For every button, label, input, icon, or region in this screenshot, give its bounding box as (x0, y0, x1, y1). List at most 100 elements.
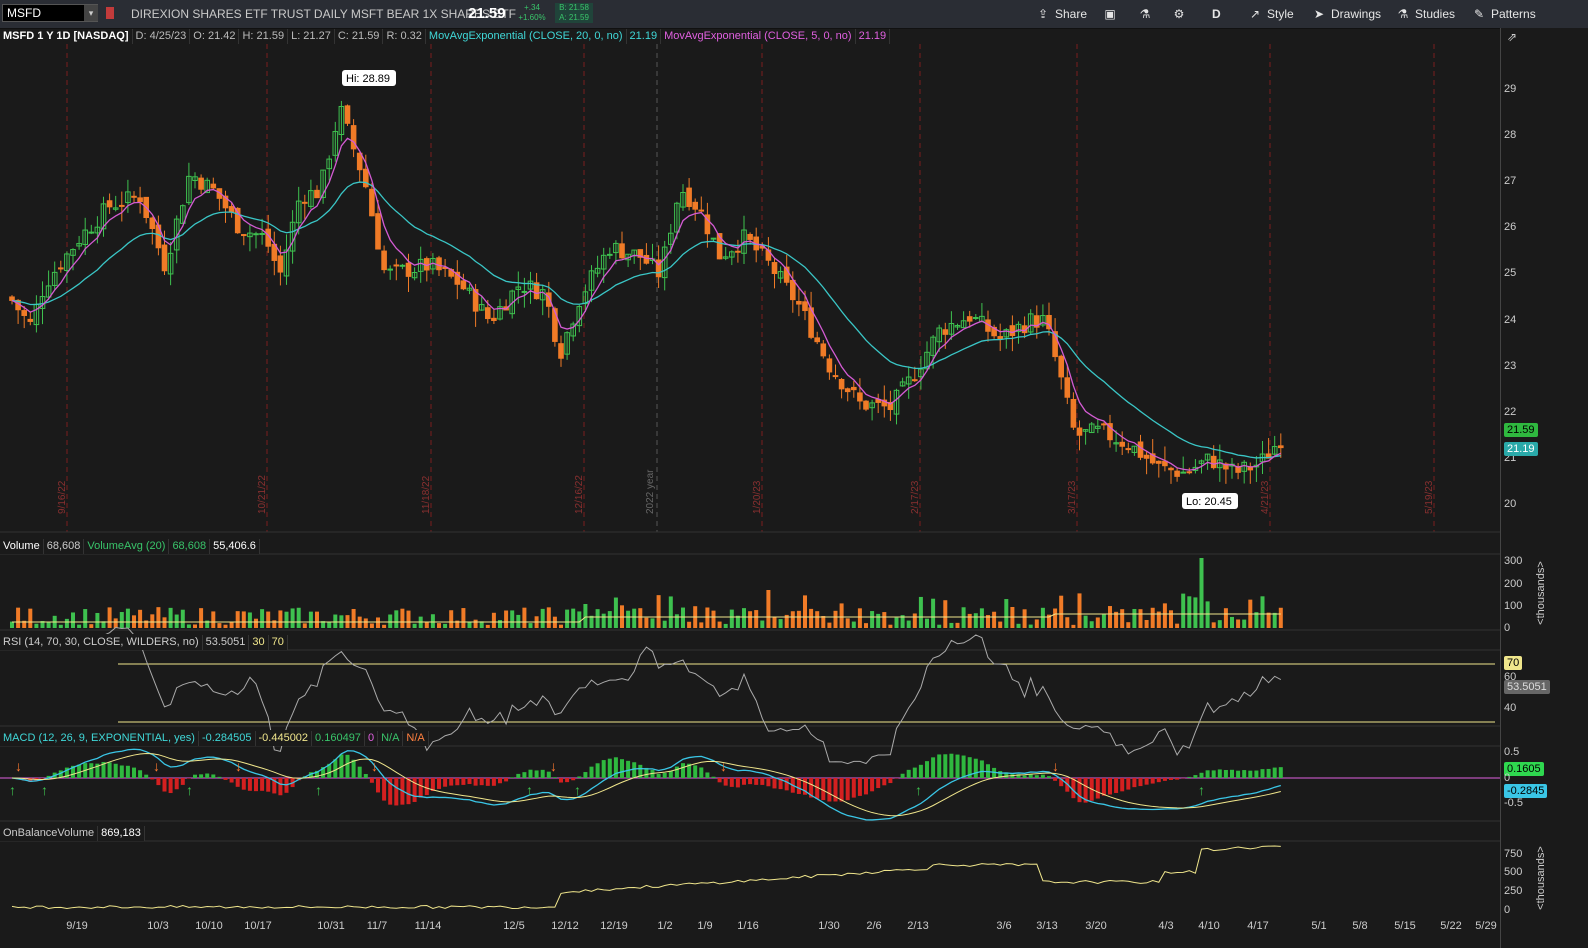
candle-body (613, 242, 619, 254)
ema5-label[interactable]: MovAvgExponential (CLOSE, 5, 0, no) (661, 28, 856, 44)
volume-bar (64, 618, 69, 628)
volume-bar (784, 614, 789, 628)
instrument-name: DIREXION SHARES ETF TRUST DAILY MSFT BEA… (131, 7, 516, 21)
volume-bar (430, 614, 435, 628)
obv-label[interactable]: OnBalanceVolume (0, 825, 99, 841)
candle-body (1278, 445, 1284, 449)
axis-toggle-icon[interactable]: ⇗ (1507, 30, 1518, 44)
volume-bar (1236, 619, 1241, 628)
volume-bar (1071, 624, 1076, 628)
macd-hist-bar (125, 765, 130, 778)
macd-hist-bar (620, 759, 624, 778)
macd-hist-bar (473, 778, 478, 786)
volume-bar (522, 607, 527, 628)
volume-bar (864, 623, 868, 628)
share-button[interactable]: ⇪ Share (1036, 4, 1087, 24)
candle-body (198, 177, 204, 190)
candle-body (826, 358, 833, 373)
symbol-dropdown-icon[interactable]: ▾ (84, 5, 98, 21)
macd-hist-bar (674, 766, 679, 778)
macd-hist-bar (1132, 778, 1137, 788)
macd-hist-bar (1187, 776, 1192, 778)
volume-bar (10, 621, 14, 628)
candle-body (173, 218, 180, 251)
macd-hist-bar (851, 778, 856, 798)
rsi-label[interactable]: RSI (14, 70, 30, CLOSE, WILDERS, no) (0, 634, 203, 650)
macd-hist-bar (845, 778, 850, 801)
ema20-label[interactable]: MovAvgExponential (CLOSE, 20, 0, no) (426, 28, 627, 44)
candle-body (661, 246, 668, 279)
candle-body (350, 125, 357, 150)
candle-body (51, 271, 58, 286)
volume-bar (1016, 623, 1021, 628)
obv-unit-label: <thousands> (1535, 846, 1547, 910)
volume-label[interactable]: Volume (0, 538, 44, 554)
candle-body (509, 290, 515, 315)
chart-settings-button[interactable]: ▣ (1103, 4, 1117, 24)
obv-line (11, 845, 1281, 909)
macd-hist-bar (119, 765, 124, 778)
style-button[interactable]: ↗ Style (1248, 4, 1294, 24)
volume-bar (906, 620, 911, 628)
macd-hist-bar (729, 778, 734, 787)
candle-body (320, 169, 326, 199)
macd-label[interactable]: MACD (12, 26, 9, EXPONENTIAL, yes) (0, 730, 199, 746)
volume-bar (1089, 621, 1094, 628)
macd-hist-bar (668, 771, 673, 778)
macd-hist-bar (150, 778, 155, 780)
volume-avg-label[interactable]: VolumeAvg (20) (84, 538, 170, 554)
volume-bar (455, 620, 460, 628)
macd-hist-bar (711, 776, 716, 778)
flag-icon[interactable] (106, 7, 114, 19)
macd-hist-bar (589, 766, 594, 778)
timeframe-button[interactable]: D (1212, 4, 1221, 24)
flask-button[interactable]: ⚗ (1138, 4, 1152, 24)
volume-bar (235, 611, 240, 628)
candle-body (302, 201, 308, 204)
macd-hist-bar (64, 767, 69, 778)
macd-hist-bar (870, 778, 875, 792)
macd-hist-bar (516, 773, 521, 778)
volume-bar (662, 620, 667, 628)
macd-hist-bar (742, 778, 746, 785)
candle-body (283, 249, 290, 277)
macd-hist-bar (1236, 770, 1241, 778)
volume-bar (882, 612, 887, 628)
macd-hist-bar (260, 778, 265, 791)
candle-body (1082, 429, 1089, 432)
candle-body (228, 206, 235, 213)
volume-bar (22, 620, 27, 628)
volume-bar (540, 608, 545, 628)
date-axis[interactable]: 9/19 10/3 10/10 10/17 10/31 11/7 11/14 12/5 12/1… (0, 918, 1500, 948)
macd-hist-bar (882, 778, 887, 786)
macd-hist-bar (778, 778, 783, 790)
volume-bar (674, 614, 679, 628)
candle-body (1156, 460, 1162, 464)
patterns-button[interactable]: ✎ Patterns (1472, 4, 1536, 24)
macd-sell-arrow: ↓ (371, 758, 378, 774)
candle-body (241, 234, 247, 237)
macd-hist-bar (662, 772, 667, 778)
price-chart[interactable]: 9/16/22 10/21/22 11/18/22 12/16/22 1/20/23 2/… (0, 44, 1500, 918)
macd-hist-bar (247, 778, 252, 791)
macd-hist-bar (857, 778, 862, 796)
volume-bar (229, 621, 234, 628)
settings-button[interactable]: ⚙ (1172, 4, 1186, 24)
volume-bar (888, 624, 893, 628)
macd-hist-bar (1254, 770, 1259, 778)
studies-button[interactable]: ⚗ Studies (1396, 4, 1455, 24)
volume-avg-line (12, 613, 1281, 623)
candle-body (1027, 313, 1034, 333)
volume-bar (272, 620, 277, 628)
symbol-input[interactable]: MSFD (2, 4, 98, 22)
candle-body (326, 158, 332, 170)
drawings-button[interactable]: ➤ Drawings (1312, 4, 1381, 24)
volume-bar (369, 623, 374, 628)
candle-body (1210, 455, 1217, 469)
macd-hist-bar (272, 778, 277, 794)
price-axis[interactable]: ⇗ 29 28 27 26 25 24 23 22 21 20 21.59 21.19 300 200 10… (1500, 28, 1588, 948)
macd-hist-bar (1126, 778, 1131, 790)
price-axis-label: 28 (1504, 129, 1517, 142)
price-axis-label: 25 (1504, 267, 1517, 280)
month-divider-date: 5/19/23 (1424, 480, 1435, 514)
